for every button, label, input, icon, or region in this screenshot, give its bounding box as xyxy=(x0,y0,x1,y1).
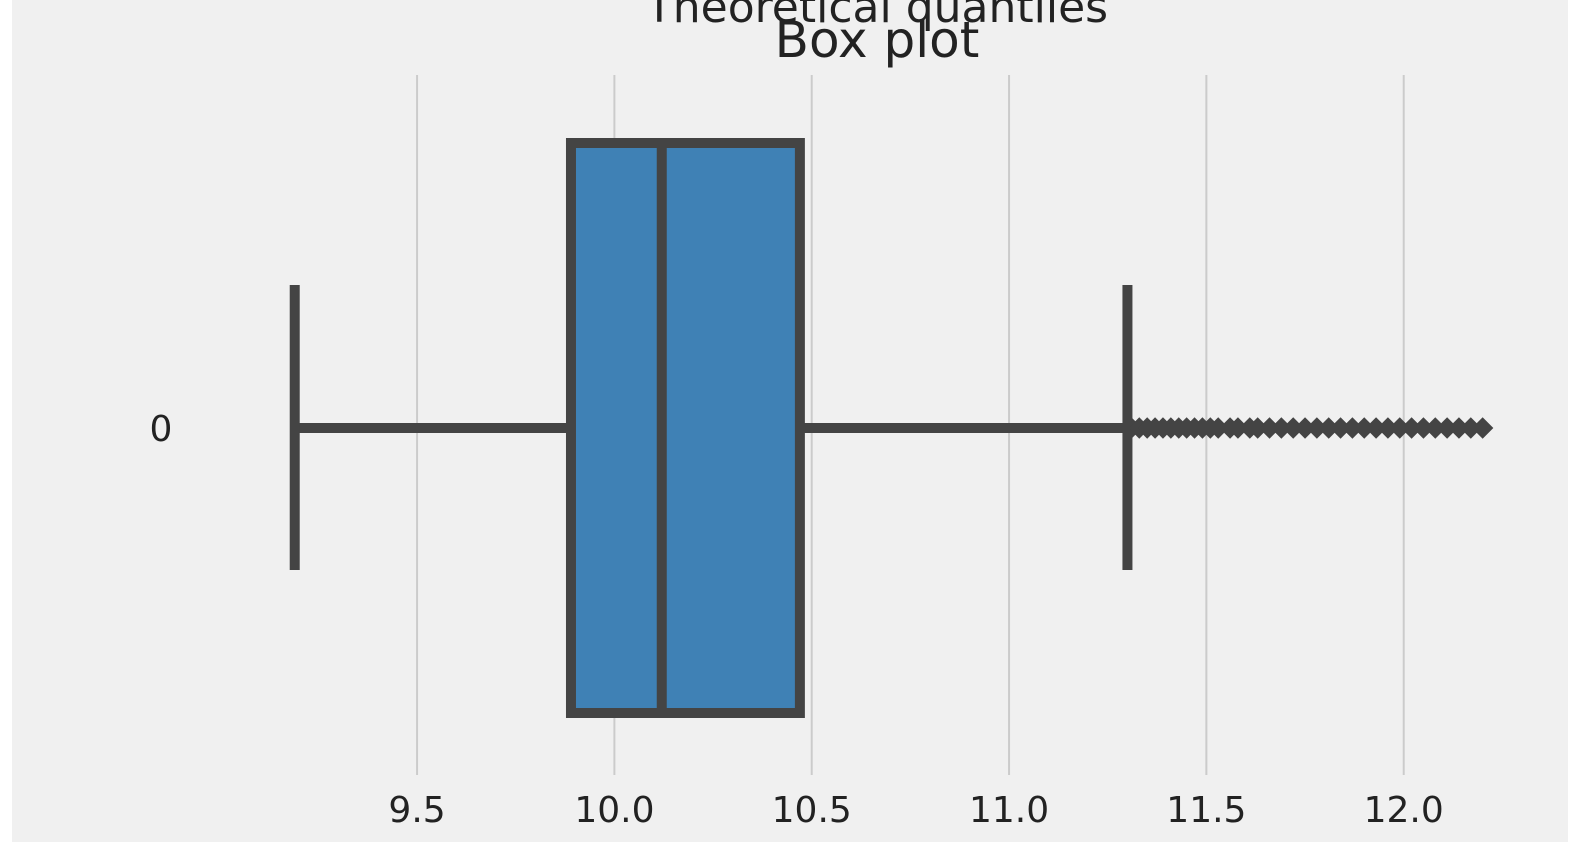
x-tick-label: 10.0 xyxy=(574,790,654,831)
outliers xyxy=(1120,417,1494,439)
x-tick-label: 9.5 xyxy=(388,790,445,831)
outlier-point xyxy=(1471,417,1494,439)
x-tick-label: 11.0 xyxy=(969,790,1049,831)
iqr-box xyxy=(565,138,805,718)
x-tick-labels: 9.5 10.0 10.5 11.0 11.5 12.0 xyxy=(388,790,1443,831)
box xyxy=(565,138,805,718)
overlapping-axis-text: Theoretical quantiles xyxy=(645,0,1108,33)
x-tick-label: 10.5 xyxy=(772,790,852,831)
chart-title: Box plot xyxy=(775,11,980,69)
y-tick-label: 0 xyxy=(150,409,173,450)
x-tick-label: 12.0 xyxy=(1364,790,1444,831)
x-tick-label: 11.5 xyxy=(1166,790,1246,831)
